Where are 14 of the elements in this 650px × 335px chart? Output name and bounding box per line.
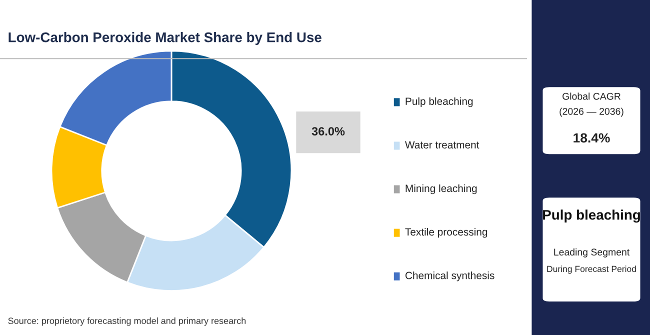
legend-label: Pulp bleaching	[406, 97, 473, 108]
legend-label: Textile processing	[405, 228, 488, 238]
text: (2026 — 2036)	[560, 108, 624, 117]
legend-label: Water treatment	[404, 141, 480, 149]
chart-title: Low-Carbon Peroxide Market Share by End Use	[8, 32, 322, 45]
text: During Forecast Period	[547, 266, 636, 274]
text: Global CAGR	[562, 92, 620, 100]
text: 18.4%	[574, 133, 610, 143]
text: Pulp bleaching	[543, 210, 640, 223]
data-label: 36.0%	[312, 127, 345, 136]
text: Leading Segment	[554, 248, 630, 258]
legend-label: Chemical synthesis	[405, 272, 494, 282]
legend-label: Mining leaching	[406, 184, 477, 194]
source-note: Source: proprietory forecasting model and primary research	[8, 317, 246, 326]
